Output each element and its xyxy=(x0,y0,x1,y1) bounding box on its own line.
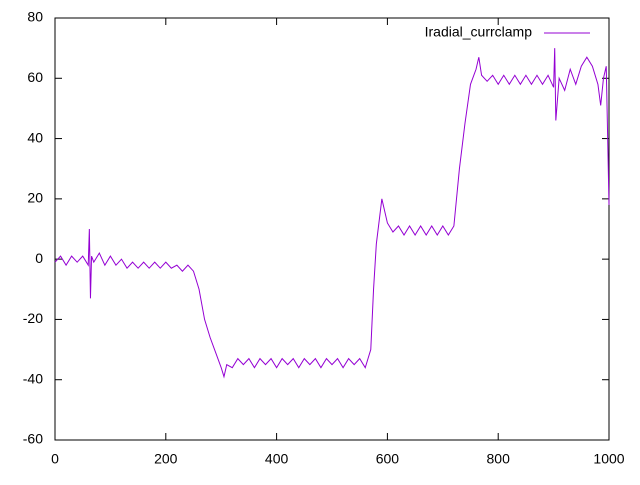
data-line xyxy=(54,48,610,379)
x-tick-label: 400 xyxy=(265,451,289,467)
x-tick-label: 1000 xyxy=(593,451,624,467)
y-tick-label: 80 xyxy=(27,9,43,25)
plot-border xyxy=(54,17,610,441)
x-tick-label: 800 xyxy=(487,451,511,467)
y-tick-label: 40 xyxy=(27,129,43,145)
x-tick-label: 200 xyxy=(154,451,178,467)
legend-label: Iradial_currclamp xyxy=(425,24,533,40)
y-tick-label: 0 xyxy=(35,250,43,266)
x-tick-label: 0 xyxy=(51,451,59,467)
y-tick-label: -40 xyxy=(23,370,43,386)
y-tick-label: -60 xyxy=(23,431,43,447)
y-tick-label: -20 xyxy=(23,310,43,326)
y-tick-label: 20 xyxy=(27,190,43,206)
x-tick-label: 600 xyxy=(376,451,400,467)
y-tick-label: 60 xyxy=(27,69,43,85)
